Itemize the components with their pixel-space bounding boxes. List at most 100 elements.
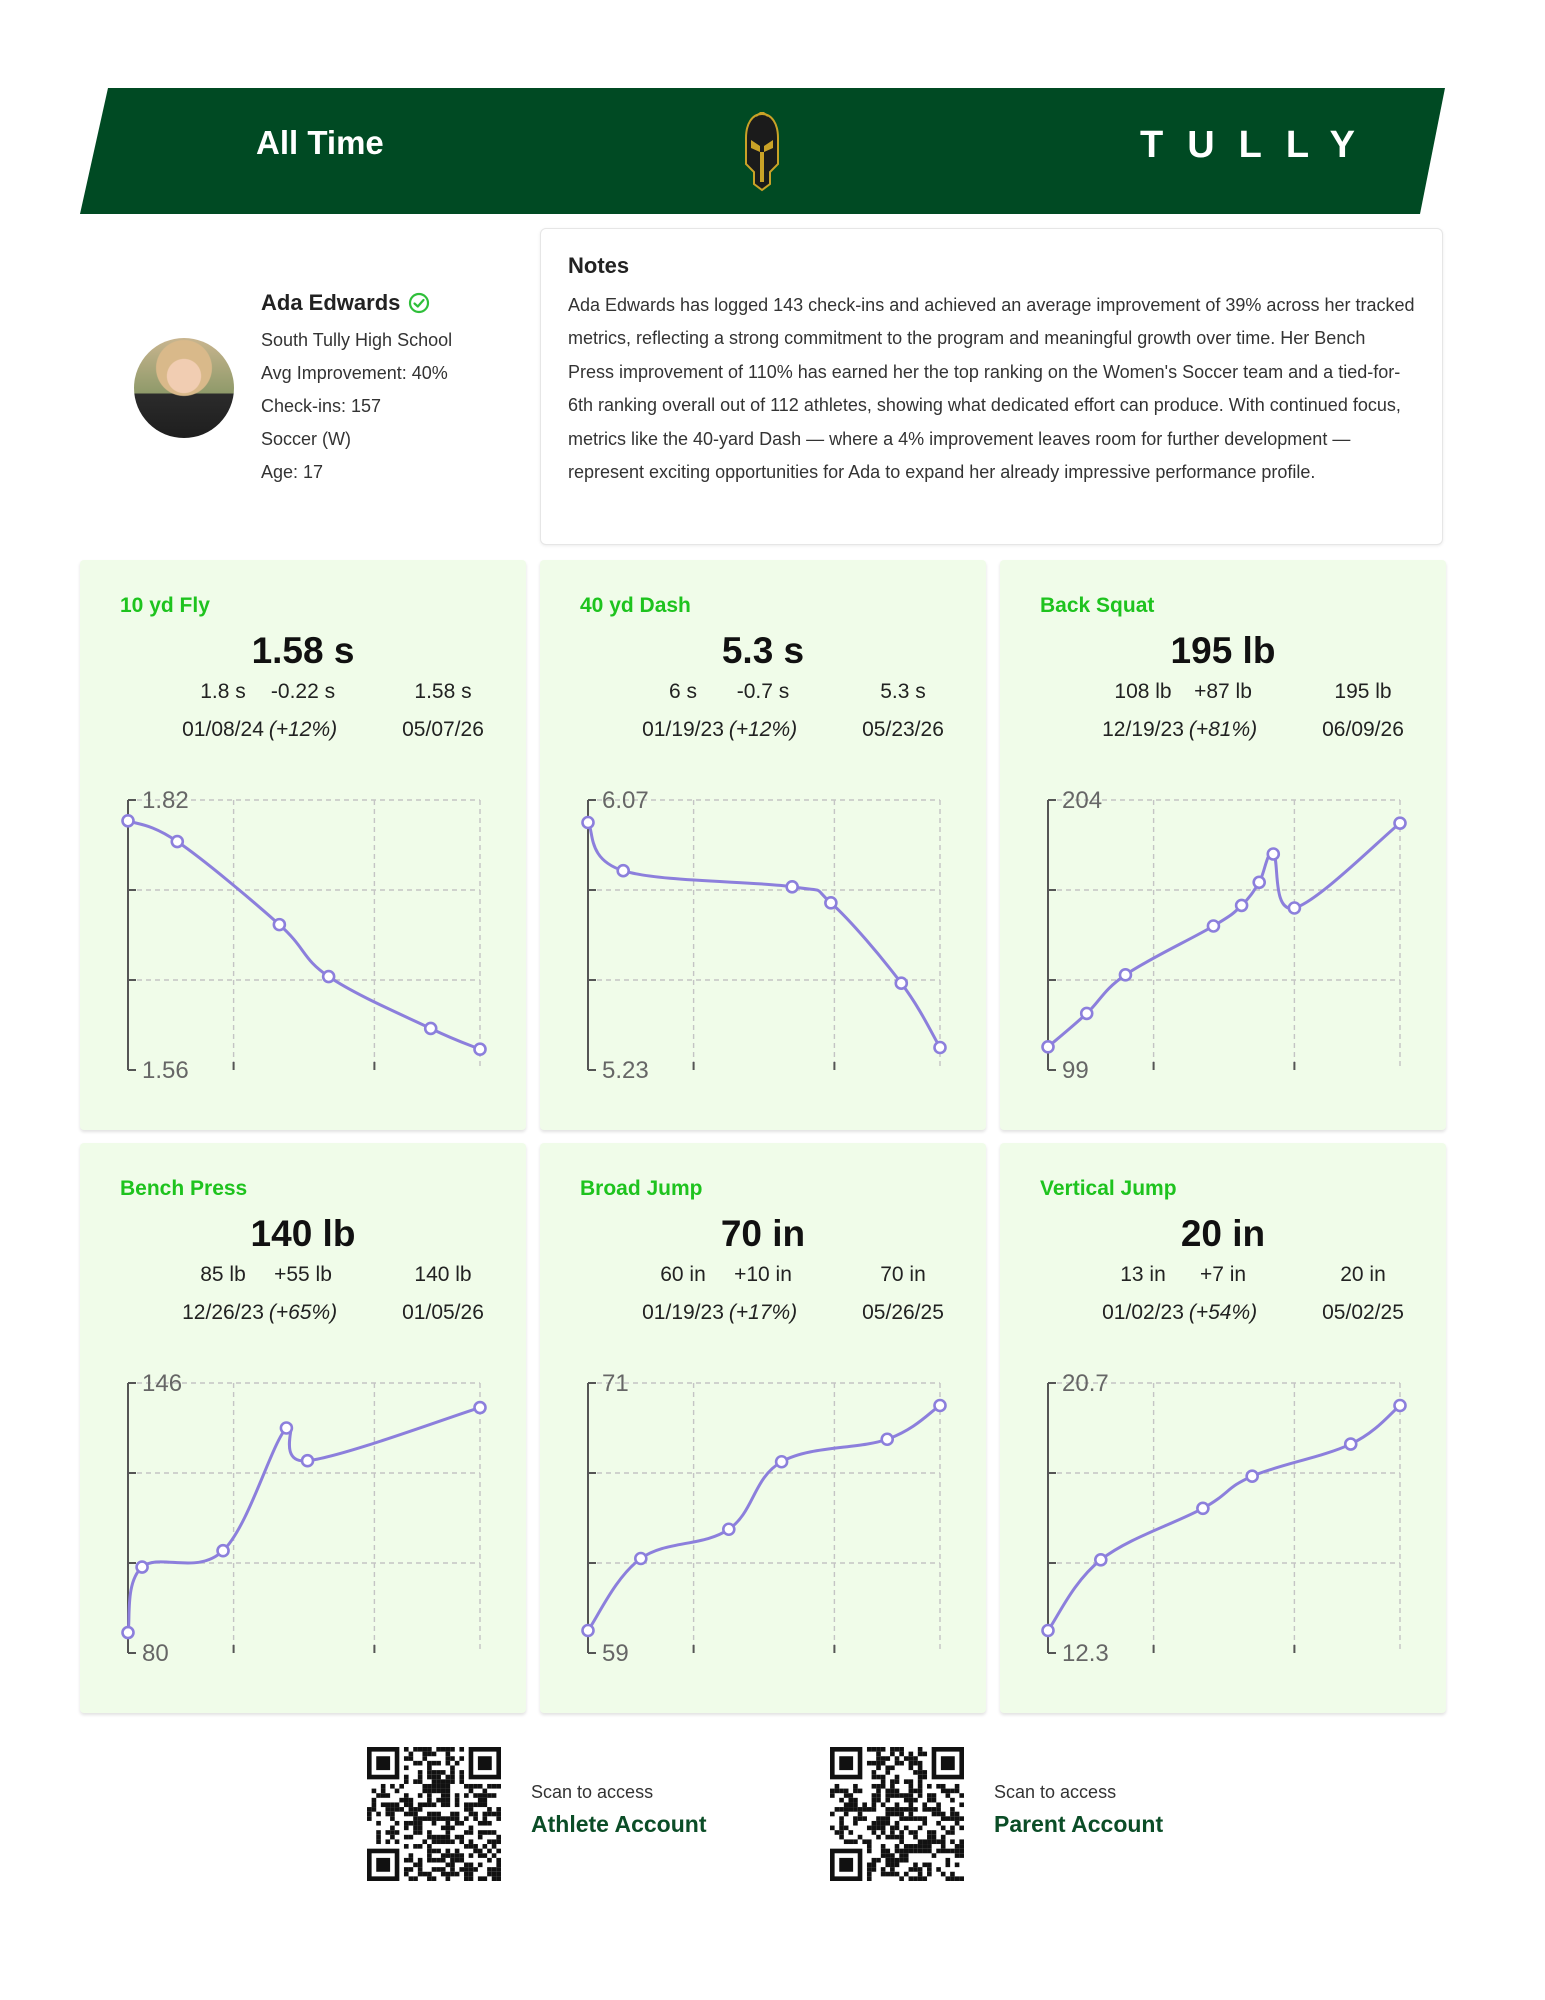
qr-module [491, 1876, 497, 1881]
qr-module [885, 1807, 891, 1812]
data-point [1196, 1501, 1210, 1516]
qr-code-icon[interactable] [830, 1747, 964, 1881]
parent-account-link[interactable]: Parent Account [994, 1811, 1164, 1837]
qr-module [876, 1820, 881, 1826]
qr-module [496, 1834, 501, 1840]
qr-module [894, 1862, 900, 1868]
series-line [1047, 821, 1401, 1048]
metric-title: Broad Jump [580, 1177, 703, 1200]
qr-module [427, 1830, 432, 1835]
qr-module [885, 1862, 891, 1868]
metric-end-value: 195 lb [1334, 680, 1392, 703]
qr-module [917, 1825, 923, 1831]
qr-module [413, 1816, 418, 1821]
qr-module [436, 1797, 441, 1803]
qr-module [903, 1853, 909, 1858]
spartan-helmet-icon [745, 112, 779, 192]
qr-module [917, 1765, 923, 1771]
qr-module [940, 1783, 946, 1789]
qr-module [894, 1802, 900, 1808]
qr-module [922, 1862, 928, 1868]
qr-module [876, 1788, 881, 1794]
qr-module [408, 1797, 414, 1803]
qr-module [422, 1816, 428, 1821]
qr-module [422, 1756, 428, 1761]
qr-module [899, 1793, 904, 1798]
qr-module [885, 1788, 891, 1794]
qr-module [459, 1779, 465, 1784]
qr-module [487, 1783, 492, 1789]
qr-module [908, 1848, 914, 1854]
qr-module [959, 1793, 964, 1798]
qr-module [431, 1820, 437, 1826]
data-point [634, 1551, 648, 1566]
qr-module [477, 1797, 483, 1803]
athlete-account-link[interactable]: Athlete Account [531, 1811, 707, 1837]
qr-module [450, 1747, 455, 1752]
metric-end-value: 70 in [880, 1263, 926, 1286]
qr-module [959, 1853, 964, 1858]
qr-module [894, 1774, 900, 1780]
qr-module [450, 1770, 455, 1775]
qr-module [940, 1844, 946, 1849]
qr-module [880, 1756, 886, 1761]
qr-module [491, 1853, 497, 1858]
qr-module [436, 1783, 441, 1789]
y-tick-label: 59 [602, 1640, 629, 1667]
qr-module [477, 1834, 483, 1840]
qr-module [487, 1848, 492, 1854]
qr-module [830, 1793, 835, 1798]
metric-end-value: 1.58 s [414, 680, 472, 703]
qr-module [436, 1839, 441, 1845]
qr-module [839, 1825, 844, 1831]
qr-module [477, 1820, 483, 1826]
qr-module [390, 1783, 395, 1789]
qr-module [468, 1825, 474, 1831]
qr-module [839, 1830, 844, 1835]
qr-module [894, 1756, 900, 1761]
qr-code-icon[interactable] [367, 1747, 501, 1881]
qr-module [950, 1848, 955, 1854]
qr-module [848, 1839, 854, 1845]
qr-module [917, 1848, 923, 1854]
qr-module [871, 1825, 877, 1831]
data-point [933, 1398, 947, 1413]
qr-module [496, 1876, 501, 1881]
qr-module [473, 1848, 478, 1854]
qr-module [880, 1844, 886, 1849]
data-point [170, 834, 185, 849]
qr-module [936, 1802, 941, 1808]
qr-module [431, 1848, 437, 1854]
qr-module [427, 1816, 432, 1821]
qr-module [917, 1783, 923, 1789]
qr-module [427, 1797, 432, 1803]
qr-module [482, 1793, 488, 1798]
qr-module [390, 1807, 395, 1812]
qr-module [917, 1779, 923, 1784]
qr-module [473, 1844, 478, 1849]
data-point [272, 917, 287, 932]
qr-module [945, 1848, 951, 1854]
qr-module [853, 1797, 858, 1803]
qr-module [385, 1802, 391, 1808]
qr-module [496, 1871, 501, 1877]
qr-module [885, 1834, 891, 1840]
qr-module [496, 1857, 501, 1863]
qr-module [876, 1756, 881, 1761]
metric-start-value: 85 lb [200, 1263, 246, 1286]
check-circle-icon [409, 292, 430, 314]
qr-module [440, 1779, 446, 1784]
qr-module [454, 1797, 460, 1803]
qr-module [908, 1751, 914, 1757]
qr-module [436, 1770, 441, 1775]
qr-module [880, 1774, 886, 1780]
qr-module [440, 1783, 446, 1789]
metric-card: Bench Press 140 lb 85 lb +55 lb 140 lb 12/26/… [80, 1143, 526, 1713]
qr-module [871, 1807, 877, 1812]
athlete-name: Ada Edwards [261, 290, 401, 315]
qr-module [427, 1844, 432, 1849]
qr-module [450, 1756, 455, 1761]
page-title: All Time [256, 124, 384, 161]
qr-module [482, 1788, 488, 1794]
qr-module [454, 1871, 460, 1877]
